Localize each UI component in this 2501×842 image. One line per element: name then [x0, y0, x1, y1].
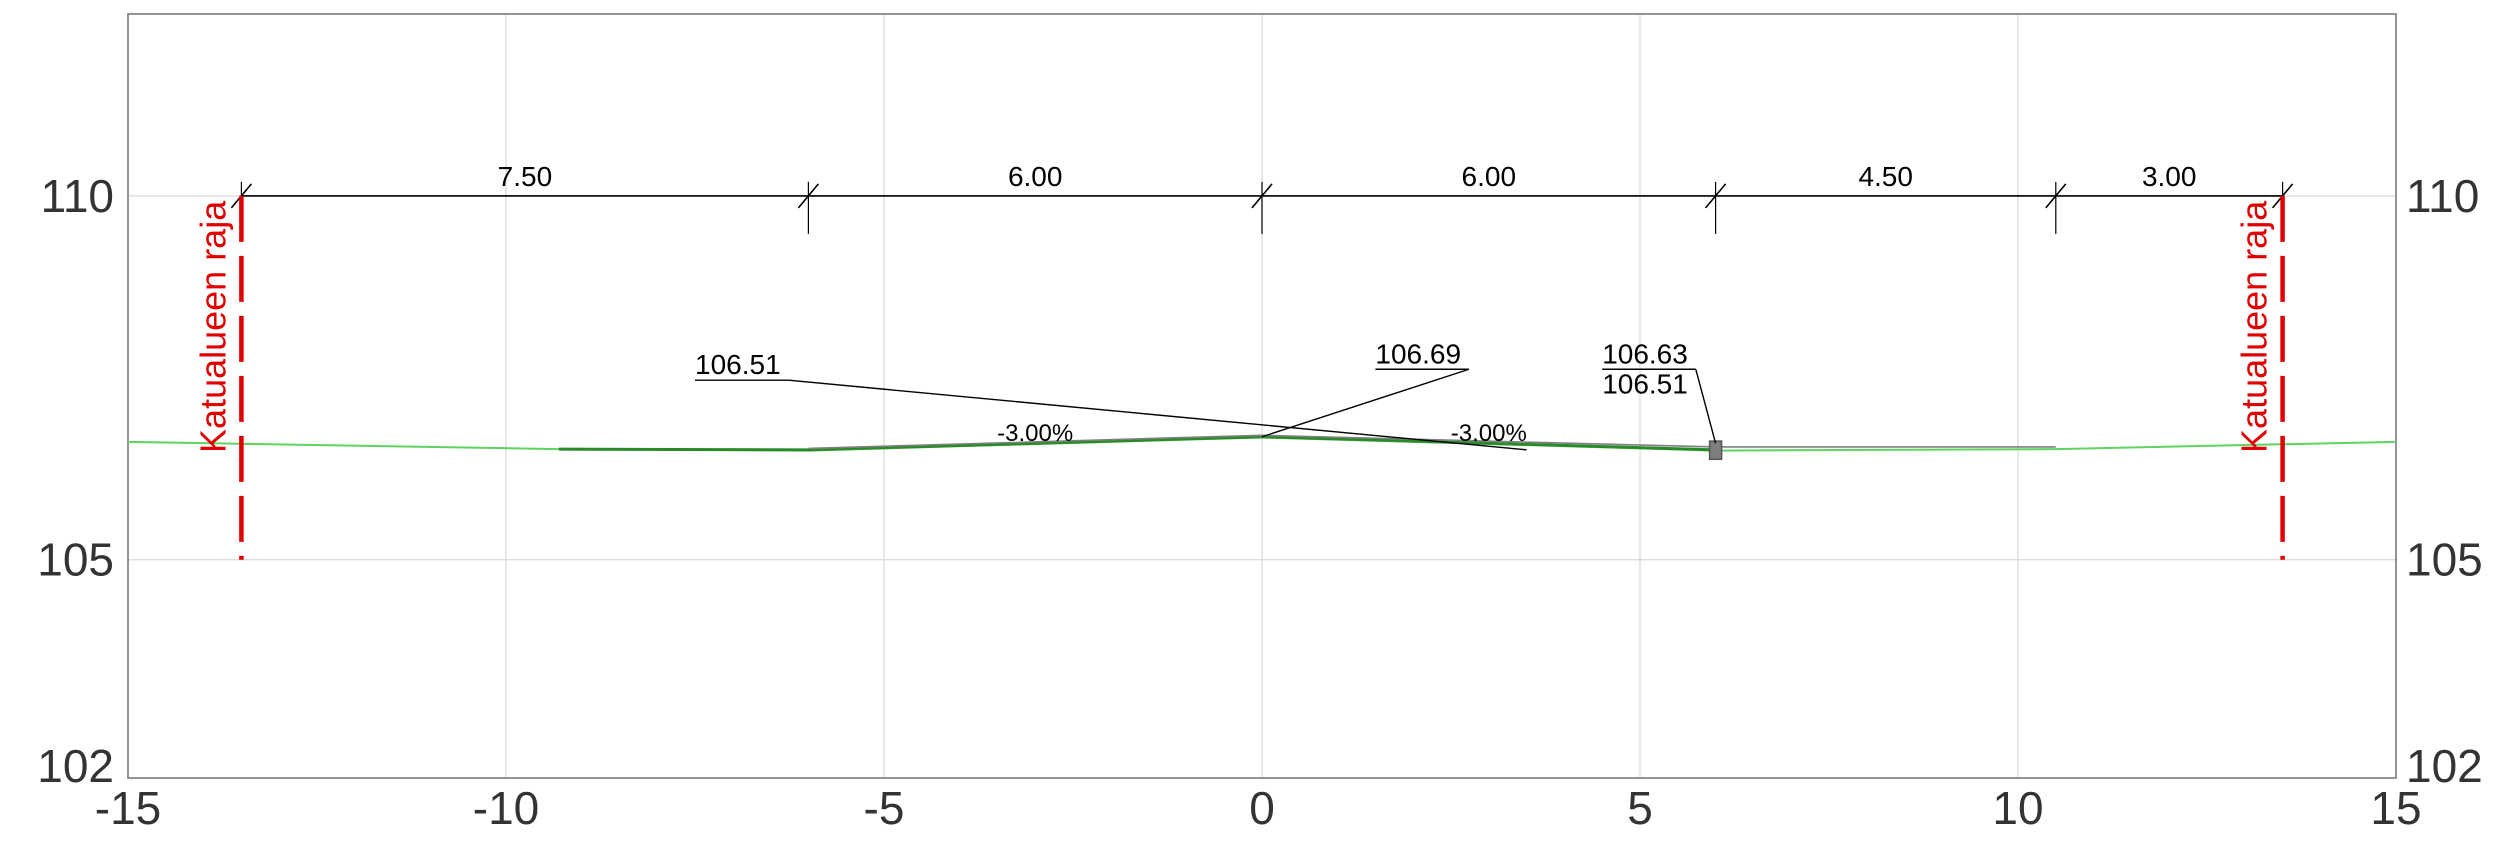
elevation-label: 106.63 [1602, 338, 1688, 369]
elevation-label: 106.51 [1602, 368, 1688, 399]
elevation-label: 106.69 [1375, 338, 1461, 369]
dimension-slash-tick [1704, 183, 1727, 209]
elevation-label: 106.51 [695, 349, 781, 380]
curb-block [1708, 440, 1723, 461]
slope-label: -3.00% [997, 420, 1073, 447]
y-tick-label-right: 110 [2406, 170, 2479, 222]
elevation-leader-line [1261, 368, 1470, 438]
y-tick-label-left: 102 [37, 740, 114, 792]
slope-label: -3.00% [1451, 420, 1527, 447]
dimension-slash-tick [2045, 183, 2067, 209]
x-tick-label: -10 [473, 782, 539, 834]
y-tick-label-right: 105 [2406, 534, 2483, 586]
x-tick-label: 0 [1249, 782, 1275, 834]
plot-frame [127, 13, 2397, 779]
y-tick-label-left: 110 [41, 170, 114, 222]
design-surface-line [558, 435, 1716, 452]
y-tick-label-left: 105 [37, 534, 114, 586]
x-tick-label: 10 [1992, 782, 2043, 834]
pavement-top-line [808, 434, 2056, 450]
dimension-slash-tick [797, 183, 820, 209]
dimension-label: 7.50 [498, 161, 553, 192]
x-tick-label: -15 [95, 782, 161, 834]
dimension-label: 6.00 [1462, 161, 1517, 192]
x-tick-label: 5 [1627, 782, 1653, 834]
grid [128, 14, 2396, 778]
boundary-label: Katualueen raja [2234, 200, 2275, 453]
plot-border [127, 13, 2397, 779]
elevation-leader-line [1695, 369, 1717, 444]
elevation-leader-line [788, 379, 1527, 451]
dimension-slash-tick [1251, 183, 1273, 209]
dimension-label: 4.50 [1858, 161, 1913, 192]
y-tick-label-right: 102 [2406, 740, 2483, 792]
design-surface-group [558, 434, 2056, 461]
dimension-label: 6.00 [1008, 161, 1063, 192]
dimension-label: 3.00 [2142, 161, 2197, 192]
boundary-label: Katualueen raja [192, 200, 233, 453]
x-tick-label: -5 [864, 782, 905, 834]
boundary-group: Katualueen raja Katualueen raja [192, 195, 2285, 560]
x-tick-label: 15 [2370, 782, 2421, 834]
